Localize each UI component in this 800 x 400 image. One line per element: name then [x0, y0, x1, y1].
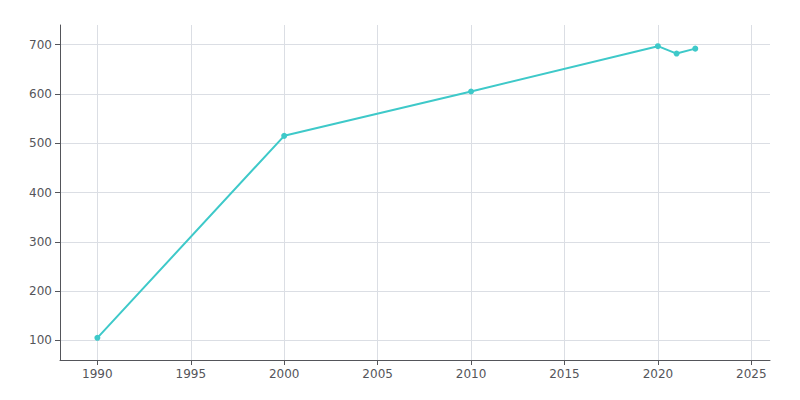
svg-text:700: 700 [29, 38, 52, 52]
svg-text:600: 600 [29, 87, 52, 101]
svg-text:100: 100 [29, 333, 52, 347]
svg-text:1990: 1990 [82, 367, 113, 381]
svg-text:2015: 2015 [549, 367, 580, 381]
svg-text:2010: 2010 [456, 367, 487, 381]
svg-text:500: 500 [29, 136, 52, 150]
svg-text:400: 400 [29, 186, 52, 200]
svg-text:200: 200 [29, 284, 52, 298]
svg-text:300: 300 [29, 235, 52, 249]
svg-text:2000: 2000 [269, 367, 300, 381]
svg-text:2020: 2020 [643, 367, 674, 381]
svg-text:2025: 2025 [736, 367, 767, 381]
svg-text:2005: 2005 [362, 367, 393, 381]
svg-text:1995: 1995 [176, 367, 207, 381]
